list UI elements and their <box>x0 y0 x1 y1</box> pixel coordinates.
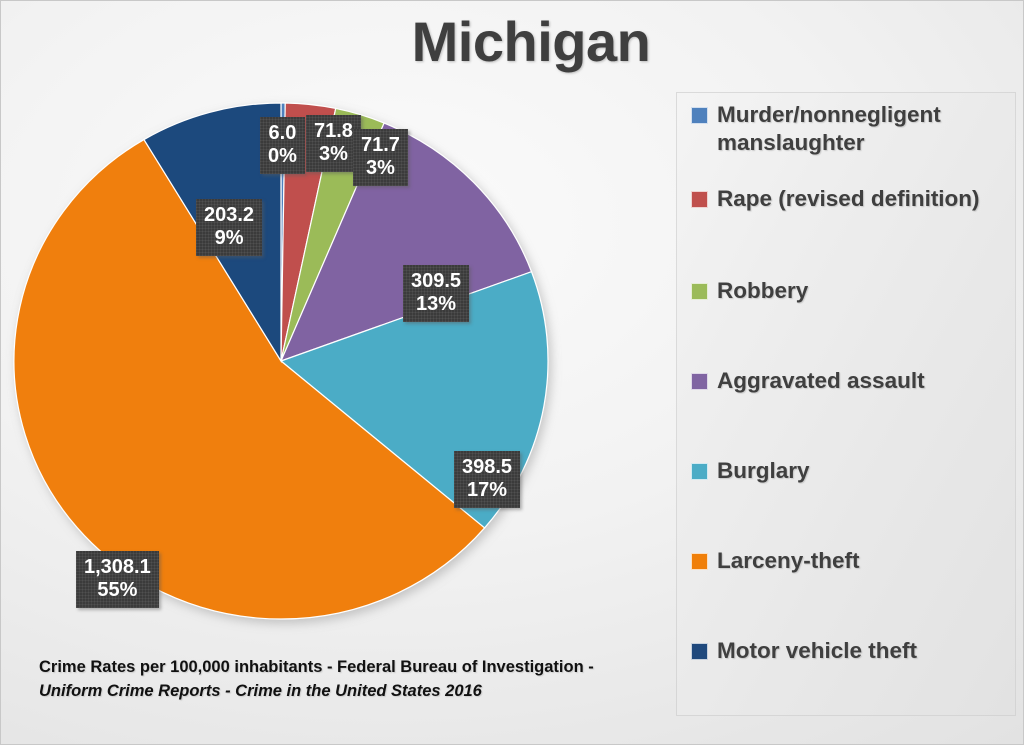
legend-swatch-icon <box>691 463 708 480</box>
chart-legend: Murder/nonnegligent manslaughter Rape (r… <box>677 93 1015 715</box>
legend-swatch-icon <box>691 107 708 124</box>
data-label-value: 71.8 <box>314 120 353 142</box>
legend-swatch-icon <box>691 191 708 208</box>
legend-item-label: Robbery <box>717 278 809 303</box>
legend-item-larceny-theft[interactable]: Larceny-theft <box>691 547 1003 575</box>
data-label-value: 398.5 <box>462 456 513 478</box>
legend-item-motor-vehicle-theft[interactable]: Motor vehicle theft <box>691 637 1003 665</box>
data-label-percent: 0% <box>268 145 297 168</box>
legend-item-label: Larceny-theft <box>717 548 860 573</box>
data-label-percent: 3% <box>366 157 395 180</box>
data-label-percent: 17% <box>467 479 508 502</box>
data-label-value: 1,308.1 <box>84 556 151 578</box>
data-label-murder: 6.0 0% <box>260 117 305 174</box>
data-label-value: 309.5 <box>411 270 462 292</box>
pie-slice-group <box>13 102 549 620</box>
data-label-value: 203.2 <box>204 204 255 226</box>
legend-item-robbery[interactable]: Robbery <box>691 277 1003 305</box>
legend-swatch-icon <box>691 553 708 570</box>
pie-chart-svg <box>13 102 549 620</box>
legend-item-label: Aggravated assault <box>717 368 925 393</box>
legend-item-burglary[interactable]: Burglary <box>691 457 1003 485</box>
legend-item-murder-nonnegligent-manslaughter[interactable]: Murder/nonnegligent manslaughter <box>691 101 1003 157</box>
pie-chart: 6.0 0% 71.8 3% 71.7 3% 309.5 13% 398.5 1… <box>1 81 661 661</box>
page-title: Michigan <box>411 10 651 73</box>
data-label-percent: 9% <box>214 227 244 250</box>
data-label-value: 6.0 <box>268 122 297 144</box>
legend-item-aggravated-assault[interactable]: Aggravated assault <box>691 367 1003 395</box>
legend-item-label: Rape (revised definition) <box>717 186 980 211</box>
legend-swatch-icon <box>691 283 708 300</box>
data-label-rape: 71.8 3% <box>306 115 361 172</box>
pie-slice[interactable] <box>13 138 486 620</box>
legend-item-label: Motor vehicle theft <box>717 638 918 663</box>
data-label-larceny-theft: 1,308.1 55% <box>76 551 159 608</box>
data-label-percent: 3% <box>319 143 348 166</box>
source-footnote: Crime Rates per 100,000 inhabitants - Fe… <box>39 656 639 704</box>
legend-item-label: Murder/nonnegligent manslaughter <box>717 102 941 156</box>
legend-swatch-icon <box>691 373 708 390</box>
data-label-motor-vehicle-theft: 203.2 9% <box>196 199 262 256</box>
legend-item-rape-revised-definition[interactable]: Rape (revised definition) <box>691 185 1003 213</box>
data-label-robbery: 71.7 3% <box>353 129 408 186</box>
legend-swatch-icon <box>691 643 708 660</box>
data-label-percent: 55% <box>97 579 138 602</box>
data-label-percent: 13% <box>416 293 457 316</box>
data-label-burglary: 398.5 17% <box>454 451 520 508</box>
data-label-aggravated-assault: 309.5 13% <box>403 265 469 322</box>
footnote-text: Crime Rates per 100,000 inhabitants - Fe… <box>39 658 594 676</box>
footnote-source-title: Uniform Crime Reports - Crime in the Uni… <box>39 681 482 700</box>
legend-item-label: Burglary <box>717 458 810 483</box>
data-label-value: 71.7 <box>361 134 400 156</box>
pie-slice[interactable] <box>279 122 533 363</box>
